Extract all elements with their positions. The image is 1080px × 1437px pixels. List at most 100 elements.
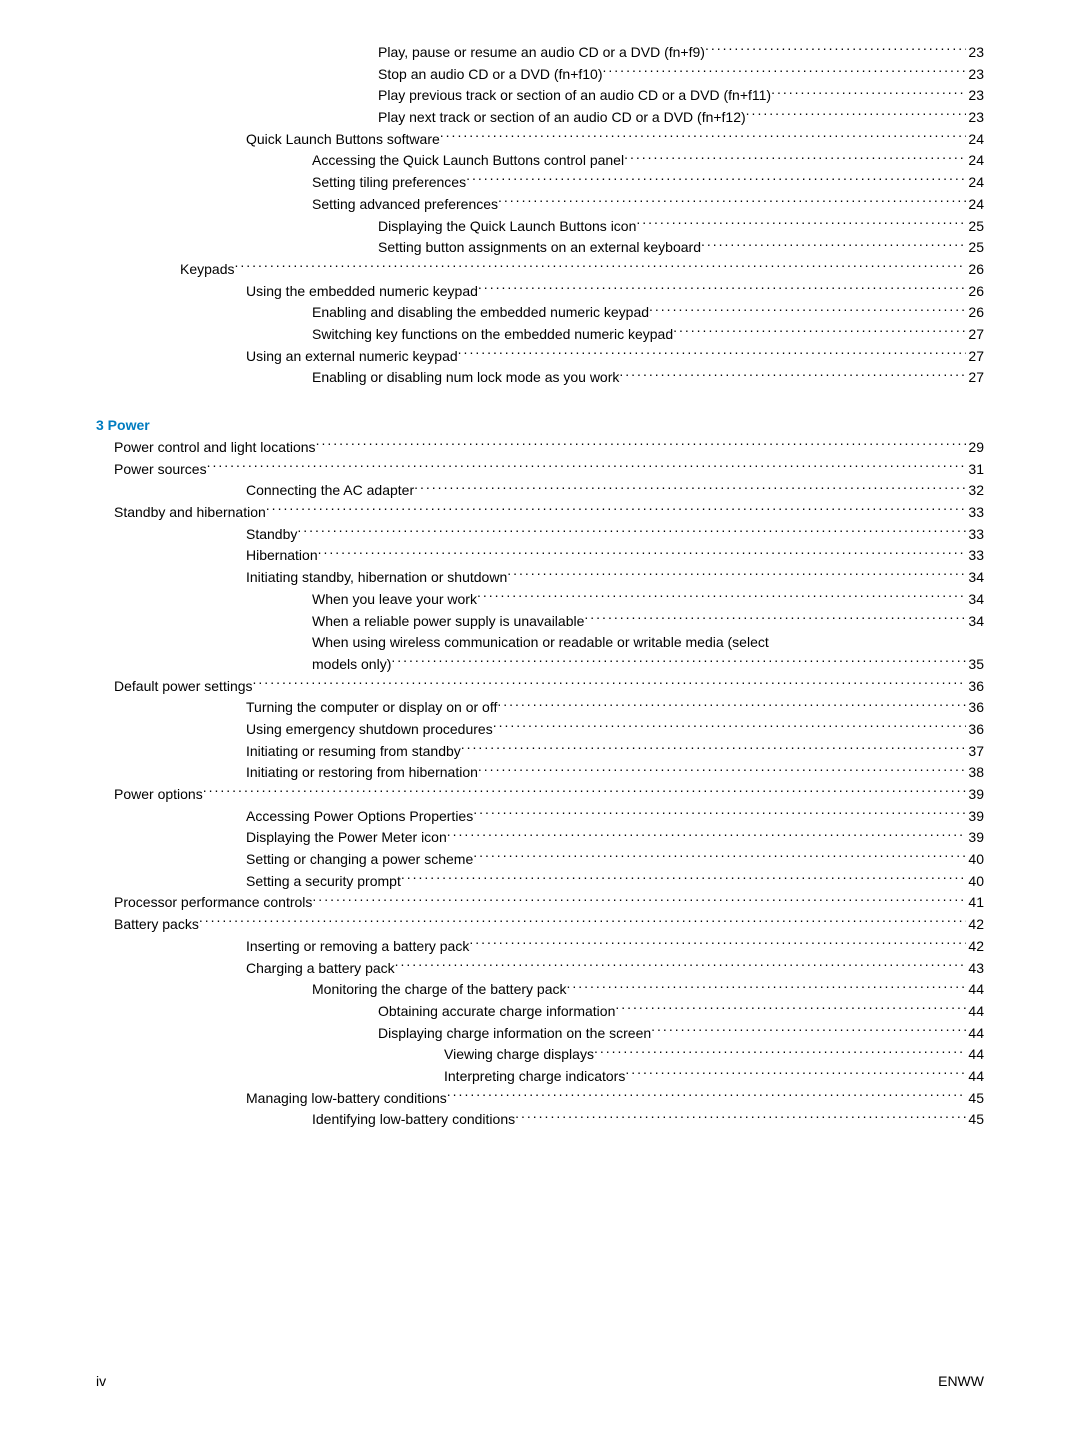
toc-entry-text: Interpreting charge indicators	[444, 1066, 625, 1088]
toc-entry: Inserting or removing a battery pack 42	[96, 936, 984, 958]
toc-leader-dots	[473, 850, 966, 864]
toc-entry-text: Hibernation	[246, 545, 318, 567]
toc-leader-dots	[395, 959, 967, 973]
toc-leader-dots	[619, 368, 966, 382]
toc-entry-text: Charging a battery pack	[246, 958, 395, 980]
toc-entry: Setting a security prompt 40	[96, 871, 984, 893]
toc-entry-page: 24	[966, 129, 984, 151]
toc-entry-text: Using an external numeric keypad	[246, 346, 458, 368]
toc-entry: Setting button assignments on an externa…	[96, 237, 984, 259]
toc-entry-text: Obtaining accurate charge information	[378, 1001, 615, 1023]
toc-leader-dots	[507, 568, 966, 582]
toc-leader-dots	[615, 1002, 966, 1016]
toc-leader-dots	[312, 893, 966, 907]
toc-leader-dots	[649, 303, 966, 317]
toc-entry: Displaying the Quick Launch Buttons icon…	[96, 216, 984, 238]
toc-entry: Play next track or section of an audio C…	[96, 107, 984, 129]
toc-leader-dots	[771, 86, 966, 100]
toc-entry-page: 24	[966, 150, 984, 172]
toc-entry: Setting tiling preferences24	[96, 172, 984, 194]
toc-leader-dots	[401, 872, 967, 886]
toc-leader-dots	[584, 612, 966, 626]
toc-section-2: Power control and light locations 29Powe…	[96, 437, 984, 1131]
toc-entry-page: 37	[966, 741, 984, 763]
toc-entry-page: 23	[966, 64, 984, 86]
toc-entry: Battery packs42	[96, 914, 984, 936]
toc-entry: Stop an audio CD or a DVD (fn+f10) 23	[96, 64, 984, 86]
toc-entry-text: Default power settings	[114, 676, 253, 698]
toc-entry-page: 42	[966, 936, 984, 958]
toc-leader-dots	[746, 108, 967, 122]
toc-entry: Keypads 26	[96, 259, 984, 281]
toc-leader-dots	[447, 1089, 967, 1103]
toc-entry: models only)35	[96, 654, 984, 676]
toc-entry: Initiating or resuming from standby 37	[96, 741, 984, 763]
toc-leader-dots	[515, 1110, 966, 1124]
toc-entry-page: 44	[966, 1066, 984, 1088]
toc-entry: Monitoring the charge of the battery pac…	[96, 979, 984, 1001]
toc-entry: Using an external numeric keypad 27	[96, 346, 984, 368]
toc-entry-text: Displaying charge information on the scr…	[378, 1023, 651, 1045]
toc-entry-text: Viewing charge displays	[444, 1044, 594, 1066]
toc-leader-dots	[469, 937, 966, 951]
toc-entry-page: 35	[966, 654, 984, 676]
toc-entry: Using the embedded numeric keypad 26	[96, 281, 984, 303]
toc-leader-dots	[636, 217, 966, 231]
toc-entry-page: 29	[966, 437, 984, 459]
toc-entry-text: Turning the computer or display on or of…	[246, 697, 497, 719]
toc-entry-text: Inserting or removing a battery pack	[246, 936, 469, 958]
toc-entry-page: 24	[966, 172, 984, 194]
toc-leader-dots	[701, 238, 966, 252]
toc-entry-page: 33	[966, 524, 984, 546]
toc-leader-dots	[318, 546, 967, 560]
toc-entry-text: Initiating or resuming from standby	[246, 741, 461, 763]
toc-leader-dots	[458, 347, 967, 361]
toc-entry-page: 23	[966, 85, 984, 107]
toc-entry: Power sources 31	[96, 459, 984, 481]
toc-entry-page: 38	[966, 762, 984, 784]
toc-entry-text: Displaying the Quick Launch Buttons icon	[378, 216, 636, 238]
toc-entry-text: Standby	[246, 524, 297, 546]
toc-entry: Accessing the Quick Launch Buttons contr…	[96, 150, 984, 172]
toc-entry-page: 26	[966, 302, 984, 324]
toc-entry-page: 26	[966, 259, 984, 281]
toc-leader-dots	[297, 525, 966, 539]
toc-entry-text: Play, pause or resume an audio CD or a D…	[378, 42, 705, 64]
toc-entry-text: Stop an audio CD or a DVD (fn+f10)	[378, 64, 603, 86]
toc-entry-text: Enabling or disabling num lock mode as y…	[312, 367, 619, 389]
toc-entry-text: Battery packs	[114, 914, 199, 936]
toc-entry-text: Setting or changing a power scheme	[246, 849, 473, 871]
toc-leader-dots	[624, 151, 966, 165]
toc-entry-text: Keypads	[180, 259, 234, 281]
toc-entry-page: 25	[966, 237, 984, 259]
toc-entry-text: Accessing Power Options Properties	[246, 806, 473, 828]
toc-entry-text: Managing low-battery conditions	[246, 1088, 447, 1110]
toc-entry-text: When a reliable power supply is unavaila…	[312, 611, 584, 633]
toc-leader-dots	[266, 503, 967, 517]
chapter-heading: 3 Power	[96, 417, 984, 433]
toc-leader-dots	[603, 65, 967, 79]
toc-entry-page: 36	[966, 697, 984, 719]
toc-entry-page: 36	[966, 676, 984, 698]
toc-entry-page: 39	[966, 806, 984, 828]
toc-entry: Obtaining accurate charge information 44	[96, 1001, 984, 1023]
toc-entry: Displaying the Power Meter icon 39	[96, 827, 984, 849]
toc-entry: Using emergency shutdown procedures 36	[96, 719, 984, 741]
toc-entry-page: 43	[966, 958, 984, 980]
toc-leader-dots	[316, 438, 967, 452]
toc-entry-text: Play next track or section of an audio C…	[378, 107, 746, 129]
toc-entry: When you leave your work34	[96, 589, 984, 611]
toc-entry-page: 44	[966, 979, 984, 1001]
toc-entry: Quick Launch Buttons software24	[96, 129, 984, 151]
toc-leader-dots	[203, 785, 967, 799]
toc-entry-page: 41	[966, 892, 984, 914]
toc-entry: Enabling or disabling num lock mode as y…	[96, 367, 984, 389]
toc-entry-page: 44	[966, 1044, 984, 1066]
toc-entry-page: 40	[966, 871, 984, 893]
toc-entry-page: 26	[966, 281, 984, 303]
toc-leader-dots	[478, 282, 967, 296]
toc-entry: Viewing charge displays 44	[96, 1044, 984, 1066]
toc-leader-dots	[207, 460, 967, 474]
toc-entry-text: Switching key functions on the embedded …	[312, 324, 673, 346]
toc-entry-page: 23	[966, 107, 984, 129]
